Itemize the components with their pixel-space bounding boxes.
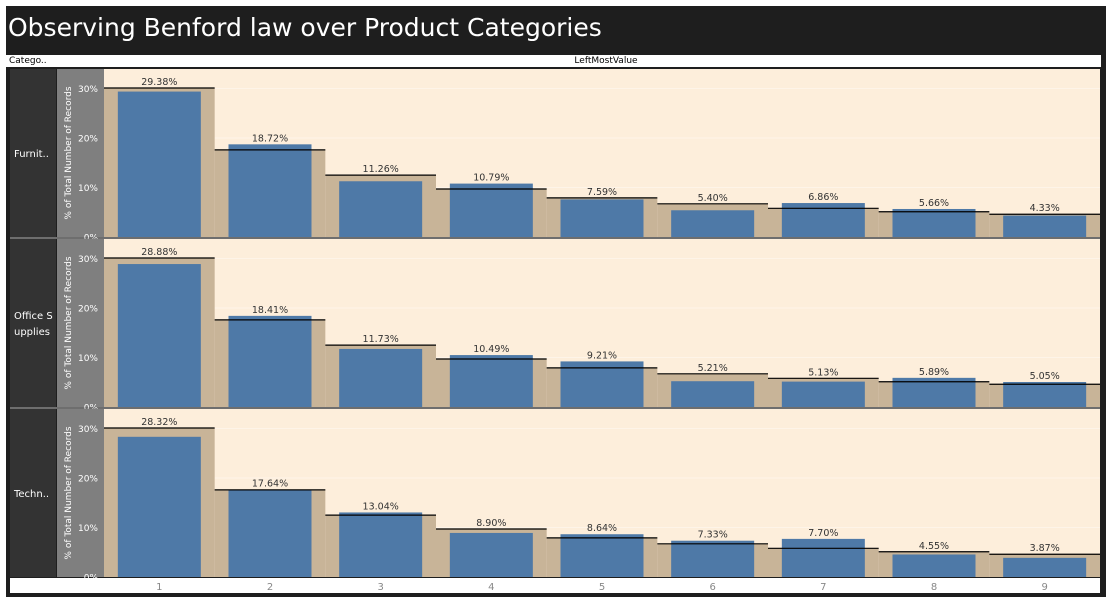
bar[interactable] <box>560 199 644 237</box>
bar[interactable] <box>892 554 976 577</box>
bar[interactable] <box>449 355 533 407</box>
bar[interactable] <box>449 183 533 237</box>
data-label: 18.41% <box>252 305 288 316</box>
data-label: 10.79% <box>473 173 509 184</box>
x-tick-label: 5 <box>599 582 605 593</box>
data-label: 5.66% <box>919 198 949 209</box>
data-label: 5.21% <box>698 363 728 374</box>
data-label: 4.55% <box>919 541 949 552</box>
dashboard-title: Observing Benford law over Product Categ… <box>8 13 602 42</box>
bar[interactable] <box>339 348 423 407</box>
data-label: 28.88% <box>141 247 177 258</box>
y-tick-label: 20% <box>78 135 98 145</box>
bar[interactable] <box>671 381 755 407</box>
x-tick-label: 7 <box>820 582 826 593</box>
x-tick-label: 2 <box>267 582 273 593</box>
data-label: 17.64% <box>252 479 288 490</box>
bar[interactable] <box>117 264 201 407</box>
data-label: 3.87% <box>1030 543 1060 554</box>
x-tick-label: 3 <box>377 582 383 593</box>
y-axis-band <box>57 239 104 407</box>
data-label: 9.21% <box>587 350 617 361</box>
data-label: 8.90% <box>476 518 506 529</box>
bar[interactable] <box>117 91 201 237</box>
data-label: 5.40% <box>698 193 728 204</box>
row-header-label[interactable]: Furnit.. <box>14 149 49 160</box>
bar[interactable] <box>781 381 865 407</box>
bar[interactable] <box>117 436 201 577</box>
bar[interactable] <box>781 538 865 577</box>
row-header-cell <box>10 409 56 577</box>
data-label: 5.05% <box>1030 371 1060 382</box>
bar[interactable] <box>339 512 423 577</box>
y-axis-title: % of Total Number of Records <box>64 256 74 389</box>
row-field-header[interactable]: Catego.. <box>9 56 47 66</box>
data-label: 18.72% <box>252 133 288 144</box>
x-tick-label: 9 <box>1041 582 1047 593</box>
header-row <box>5 55 1101 67</box>
y-tick-label: 10% <box>78 184 98 194</box>
y-axis-band <box>57 69 104 237</box>
bar[interactable] <box>892 208 976 237</box>
data-label: 7.33% <box>698 530 728 541</box>
y-axis-title: % of Total Number of Records <box>64 86 74 219</box>
data-label: 8.64% <box>587 523 617 534</box>
y-axis-band <box>57 409 104 577</box>
bar[interactable] <box>228 144 312 237</box>
row-header-cell <box>10 69 56 237</box>
bar[interactable] <box>671 210 755 237</box>
data-label: 29.38% <box>141 77 177 88</box>
data-label: 11.73% <box>363 334 399 345</box>
bar[interactable] <box>1003 215 1087 237</box>
data-label: 11.26% <box>363 164 399 175</box>
bar[interactable] <box>560 361 644 407</box>
bar[interactable] <box>1003 557 1087 577</box>
y-axis-title: % of Total Number of Records <box>64 426 74 559</box>
data-label: 7.70% <box>808 528 838 539</box>
bar[interactable] <box>1003 382 1087 407</box>
x-axis-strip <box>10 578 1100 593</box>
y-tick-label: 30% <box>78 425 98 435</box>
bar[interactable] <box>560 534 644 577</box>
row-header-label[interactable]: Techn.. <box>13 489 49 500</box>
data-label: 5.89% <box>919 367 949 378</box>
x-tick-label: 8 <box>931 582 937 593</box>
bar[interactable] <box>228 489 312 577</box>
x-tick-label: 4 <box>488 582 494 593</box>
y-tick-label: 10% <box>78 354 98 364</box>
row-header-label[interactable]: upplies <box>14 327 50 338</box>
bar[interactable] <box>339 181 423 237</box>
bar[interactable] <box>671 540 755 577</box>
y-tick-label: 30% <box>78 85 98 95</box>
y-tick-label: 10% <box>78 524 98 534</box>
row-header-cell <box>10 239 56 407</box>
data-label: 4.33% <box>1030 203 1060 214</box>
data-label: 10.49% <box>473 344 509 355</box>
y-tick-label: 30% <box>78 255 98 265</box>
y-tick-label: 20% <box>78 475 98 485</box>
x-tick-label: 6 <box>709 582 715 593</box>
data-label: 7.59% <box>587 187 617 198</box>
data-label: 5.13% <box>808 367 838 378</box>
y-tick-label: 20% <box>78 305 98 315</box>
data-label: 6.86% <box>808 192 838 203</box>
x-tick-label: 1 <box>156 582 162 593</box>
bar[interactable] <box>892 377 976 407</box>
data-label: 13.04% <box>363 501 399 512</box>
column-field-header[interactable]: LeftMostValue <box>574 56 638 66</box>
bar[interactable] <box>228 315 312 407</box>
bar[interactable] <box>449 532 533 577</box>
data-label: 28.32% <box>141 417 177 428</box>
row-header-label[interactable]: Office S <box>14 311 53 322</box>
